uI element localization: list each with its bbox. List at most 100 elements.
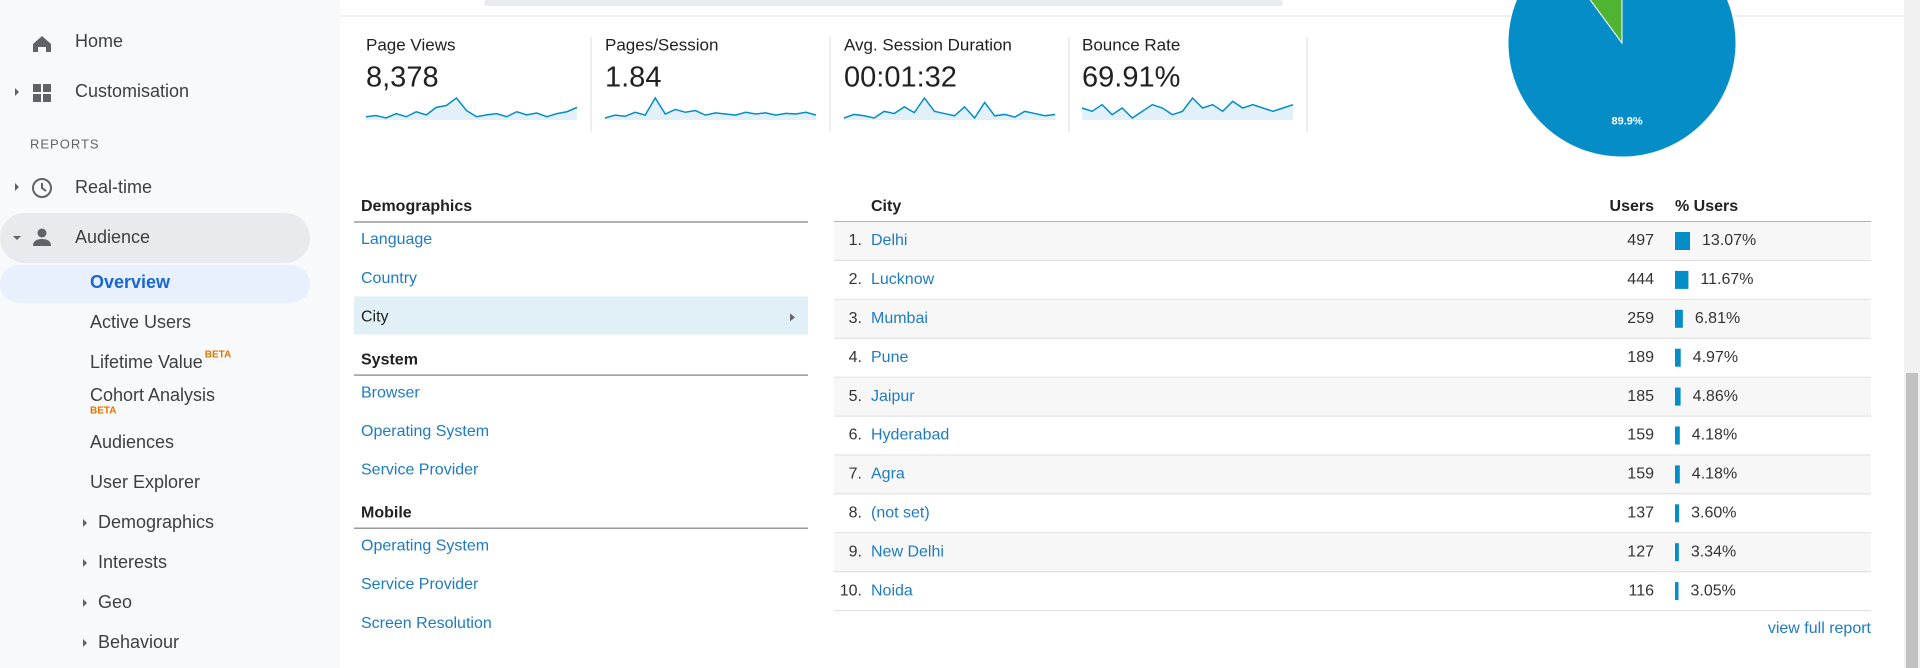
city-link[interactable]: (not set) [871,505,930,522]
breakdown-link[interactable]: Operating System [361,537,489,554]
users: 127 [1627,543,1654,560]
rank: 6. [849,427,862,444]
group-title: Mobile [361,504,412,521]
nav-item[interactable]: Audience [75,227,150,247]
nav-subitem[interactable]: Active Users [90,312,191,332]
city-link[interactable]: Noida [871,582,913,599]
nav-item[interactable]: Home [75,31,123,51]
percent-bar [1675,270,1689,289]
sparkline-area [605,98,816,120]
breakdown-link[interactable]: City [361,309,389,326]
active-item [0,265,310,303]
home-icon [33,36,51,52]
percent-label: 3.60% [1691,505,1736,522]
column-header: Users [1610,198,1655,215]
column-header: City [871,198,901,215]
collapse-arrow[interactable] [13,236,21,240]
percent-label: 6.81% [1695,310,1740,327]
rank: 7. [849,466,862,483]
breakdown-link[interactable]: Service Provider [361,576,479,593]
clock-hand [41,183,47,192]
percent-label: 11.67% [1700,271,1753,288]
active-section [0,213,310,263]
pie-slice [1589,0,1623,45]
nav-subitem[interactable]: User Explorer [90,472,200,492]
nav-item[interactable]: Real-time [75,177,152,197]
clock-icon [32,178,52,198]
expand-arrow[interactable] [83,559,87,567]
breakdown-link[interactable]: Operating System [361,423,489,440]
metric-value: 1.84 [605,62,661,94]
percent-label: 4.97% [1693,349,1738,366]
sparkline-area [844,98,1055,120]
percent-bar [1675,348,1681,367]
selected-row [354,296,808,335]
row-background [834,299,1871,339]
sparkline [1081,96,1294,119]
breakdown-link[interactable]: Country [361,270,417,287]
rank: 3. [849,310,862,327]
city-link[interactable]: Mumbai [871,310,928,327]
rank: 4. [849,349,862,366]
expand-arrow[interactable] [15,88,19,96]
expand-arrow[interactable] [15,183,19,191]
row-background [834,455,1871,495]
city-link[interactable]: Pune [871,349,908,366]
row-background [834,533,1871,573]
nav-subitem[interactable]: Demographics [98,512,214,532]
metric-label: Bounce Rate [1082,35,1180,54]
percent-bar [1675,426,1680,445]
expand-arrow[interactable] [83,519,87,527]
nav-subitem[interactable]: Audiences [90,432,174,452]
percent-label: 4.18% [1692,427,1737,444]
metric-value: 00:01:32 [844,62,957,94]
metric-value: 8,378 [366,62,439,94]
beta-badge: BETA [205,350,231,361]
percent-bar [1675,543,1679,562]
breakdown-link[interactable]: Browser [361,384,420,401]
city-link[interactable]: Agra [871,466,905,483]
section-label: REPORTS [30,136,100,151]
users: 159 [1627,427,1654,444]
users: 497 [1627,232,1654,249]
breakdown-link[interactable]: Language [361,231,432,248]
rank: 9. [849,543,862,560]
nav-subitem[interactable]: Behaviour [98,632,179,652]
nav-subitem[interactable]: Cohort Analysis [90,385,215,405]
percent-label: 3.34% [1691,543,1736,560]
city-link[interactable]: Lucknow [871,271,935,288]
rank: 5. [849,388,862,405]
city-link[interactable]: Jaipur [871,388,915,405]
nav-item[interactable]: Customisation [75,81,189,101]
footer-link[interactable]: view full report [1768,620,1872,637]
scrollbar-thumb[interactable] [1906,373,1918,668]
sparkline [843,96,1056,120]
percent-bar [1675,387,1681,406]
rank: 2. [849,271,862,288]
city-link[interactable]: Hyderabad [871,427,949,444]
nav-subitem[interactable]: Lifetime Value [90,352,203,372]
rank: 10. [840,582,862,599]
breakdown-link[interactable]: Screen Resolution [361,615,492,632]
row-background [834,377,1871,417]
nav-subitem[interactable]: Interests [98,552,167,572]
city-link[interactable]: Delhi [871,232,907,249]
percent-label: 3.05% [1691,582,1736,599]
users: 116 [1628,582,1654,599]
metric-label: Avg. Session Duration [844,35,1012,54]
search-bar[interactable] [484,0,1283,6]
nav-subitem[interactable]: Geo [98,592,132,612]
expand-arrow[interactable] [83,639,87,647]
pie-slice [1507,0,1737,158]
expand-arrow[interactable] [83,599,87,607]
sidebar [0,0,340,668]
breakdown-link[interactable]: Service Provider [361,462,479,479]
city-link[interactable]: New Delhi [871,543,944,560]
metric-label: Pages/Session [605,35,718,54]
users: 185 [1627,388,1654,405]
person-icon [33,228,51,246]
metric-label: Page Views [366,35,455,54]
nav-subitem[interactable]: Overview [90,272,171,292]
